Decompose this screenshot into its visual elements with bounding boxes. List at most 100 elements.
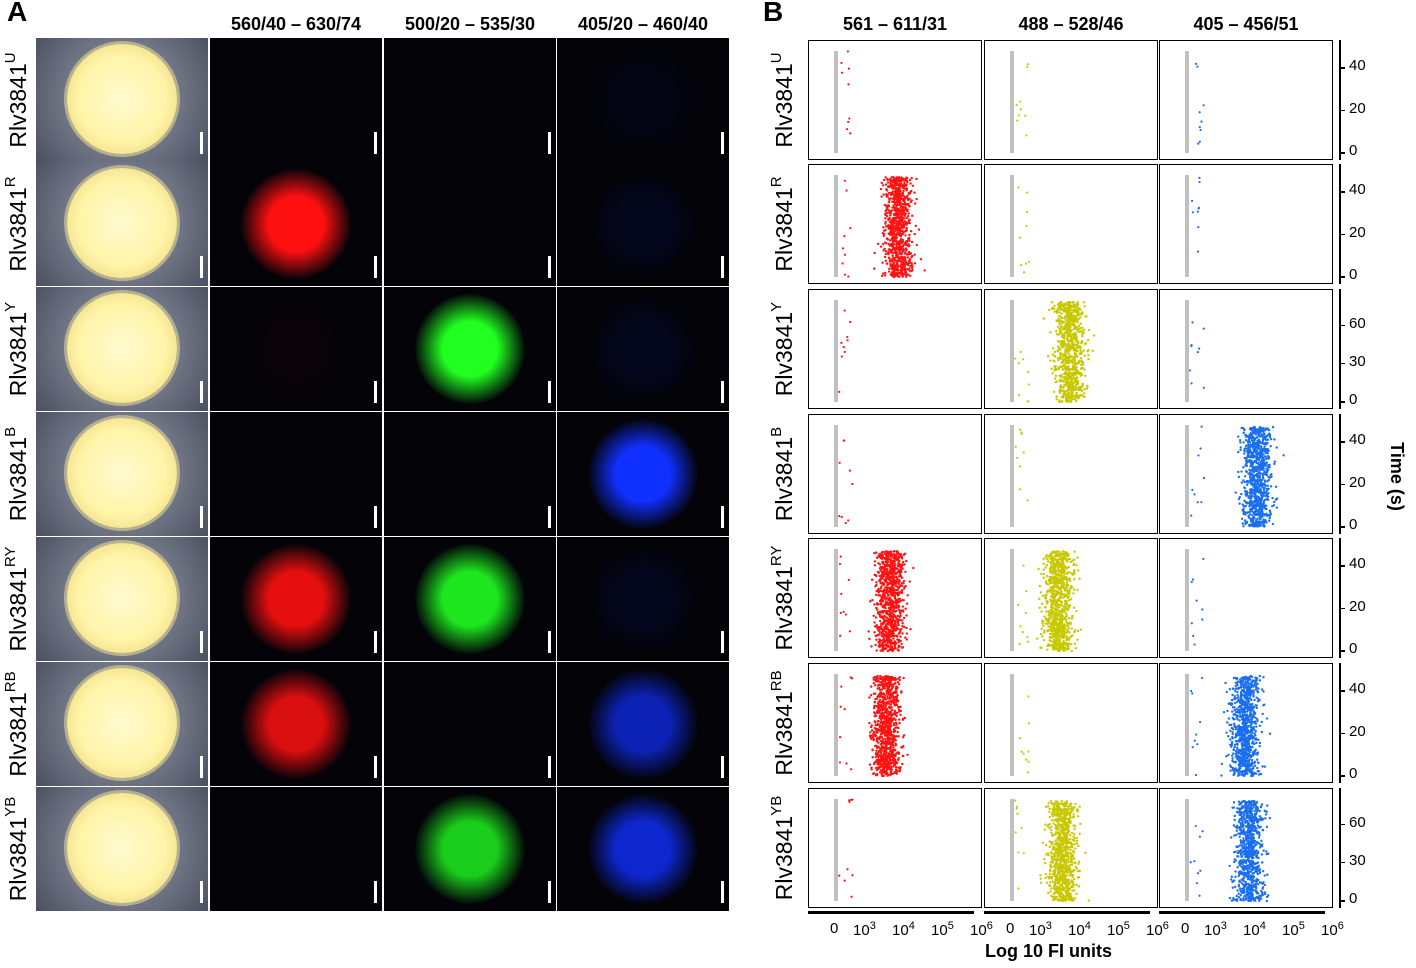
event-point xyxy=(1042,572,1046,576)
flow-scatter-plot xyxy=(808,289,982,409)
scale-bar xyxy=(548,631,551,653)
event-point xyxy=(1045,593,1048,597)
y-tick-label: 40 xyxy=(1349,555,1366,572)
event-point xyxy=(1050,628,1053,631)
event-point xyxy=(1259,426,1263,430)
event-point xyxy=(1264,491,1267,494)
event-point xyxy=(1077,345,1080,348)
event-point xyxy=(1255,450,1259,454)
event-point xyxy=(840,341,843,344)
event-point xyxy=(1261,442,1264,445)
event-point xyxy=(842,345,845,349)
y-tick-label: 60 xyxy=(1349,314,1366,332)
y-tick xyxy=(1339,233,1345,235)
event-point xyxy=(1200,501,1203,504)
event-point xyxy=(900,204,903,208)
event-point xyxy=(1063,340,1066,344)
event-point xyxy=(1027,383,1030,386)
event-point xyxy=(899,259,903,263)
event-point xyxy=(881,644,884,647)
event-point xyxy=(915,243,919,247)
event-point xyxy=(896,564,900,568)
event-point xyxy=(841,262,844,265)
event-point xyxy=(1248,458,1251,462)
event-point xyxy=(1069,308,1072,312)
event-point xyxy=(883,592,886,596)
event-point xyxy=(880,195,883,198)
y-axis-line xyxy=(1339,40,1341,160)
event-point xyxy=(892,256,896,259)
event-point xyxy=(1046,560,1050,563)
event-point xyxy=(1053,622,1056,625)
event-point xyxy=(1079,316,1082,319)
event-point xyxy=(1255,524,1258,528)
event-point xyxy=(1072,336,1075,339)
event-point xyxy=(1064,350,1067,354)
event-point xyxy=(1265,493,1269,496)
event-point xyxy=(879,569,882,572)
event-point xyxy=(1063,320,1066,323)
event-point xyxy=(895,572,898,575)
event-point xyxy=(1070,311,1073,314)
event-point xyxy=(843,350,846,354)
event-point xyxy=(1057,599,1060,602)
event-point xyxy=(1059,600,1063,603)
event-point xyxy=(1268,519,1271,522)
event-point xyxy=(1072,563,1075,567)
event-point xyxy=(909,264,912,268)
fluorescence-image xyxy=(384,38,556,162)
event-point xyxy=(1252,522,1256,526)
scale-bar xyxy=(200,381,203,403)
event-point xyxy=(848,469,851,472)
event-point xyxy=(839,705,842,708)
event-point xyxy=(890,274,893,277)
event-point xyxy=(900,252,903,255)
event-point xyxy=(1264,462,1268,465)
event-point xyxy=(875,551,878,554)
scatter-canvas xyxy=(834,300,852,402)
fluorescent-colony xyxy=(588,294,698,404)
event-point xyxy=(1026,635,1029,639)
event-point xyxy=(1243,505,1246,508)
event-point xyxy=(1255,479,1259,483)
event-point xyxy=(1262,459,1266,462)
event-point xyxy=(1240,470,1243,473)
event-point xyxy=(1063,372,1066,376)
event-point xyxy=(1265,434,1268,438)
event-point xyxy=(890,224,893,227)
event-point xyxy=(894,239,897,242)
colony xyxy=(67,44,177,154)
event-point xyxy=(1067,306,1070,309)
event-point xyxy=(899,182,903,186)
event-point xyxy=(1261,435,1264,438)
strain-name: Rlv3841 xyxy=(4,436,31,522)
event-point xyxy=(892,225,896,229)
event-point xyxy=(1051,551,1054,554)
event-point xyxy=(890,594,894,597)
event-point xyxy=(1053,304,1056,307)
event-point xyxy=(904,251,907,254)
event-point xyxy=(1042,624,1045,628)
event-point xyxy=(1036,637,1039,640)
y-tick-label: 40 xyxy=(1349,431,1366,448)
event-point xyxy=(876,610,880,614)
event-point xyxy=(1073,550,1076,553)
event-point xyxy=(893,550,896,553)
event-point xyxy=(1025,191,1029,194)
event-point xyxy=(890,227,894,230)
event-point xyxy=(1054,605,1057,608)
event-point xyxy=(1048,632,1052,636)
event-point xyxy=(898,203,901,207)
event-point xyxy=(882,178,886,182)
y-tick xyxy=(1339,401,1345,403)
event-point xyxy=(880,634,883,638)
event-point xyxy=(1079,367,1083,371)
event-point xyxy=(1083,368,1086,371)
event-point xyxy=(892,588,895,591)
event-point xyxy=(1056,308,1059,311)
event-point xyxy=(903,552,907,555)
event-point xyxy=(1258,456,1261,460)
event-point xyxy=(1275,446,1278,449)
event-point xyxy=(911,254,914,258)
event-point xyxy=(1053,307,1056,310)
